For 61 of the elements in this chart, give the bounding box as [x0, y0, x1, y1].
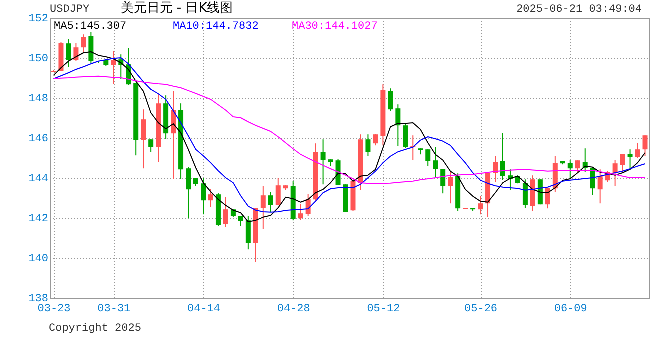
candlestick: [373, 134, 378, 146]
candlestick: [403, 123, 408, 148]
candlestick: [568, 160, 573, 180]
candlestick: [396, 104, 401, 147]
candlestick: [223, 196, 228, 228]
candlestick: [200, 178, 206, 216]
candlestick: [620, 154, 626, 174]
candlestick: [148, 139, 154, 153]
x-tick-label: 05-26: [464, 304, 498, 316]
x-tick-label: 06-09: [554, 304, 588, 316]
candlestick: [260, 186, 266, 230]
candlestick: [186, 166, 192, 220]
y-tick-label: 140: [28, 254, 48, 266]
candlestick: [74, 42, 79, 62]
candlestick: [388, 88, 394, 112]
x-tick-label: 03-23: [38, 304, 71, 316]
text: MA10:144.7832: [173, 21, 259, 33]
candlestick: [246, 216, 251, 250]
candlestick: [208, 188, 214, 208]
candlestick: [500, 132, 506, 181]
y-tick-label: 144: [28, 174, 49, 186]
candlestick: [141, 109, 146, 170]
candlestick: [612, 160, 618, 187]
candlestick: [575, 160, 580, 172]
text: MA5:145.307: [54, 21, 127, 33]
text: 2025-06-21 03:49:04: [516, 4, 642, 16]
y-tick-label: 138: [28, 294, 48, 306]
candlestick: [66, 38, 72, 68]
candlestick: [522, 179, 528, 208]
y-tick-label: 142: [28, 214, 48, 226]
candlestick: [440, 168, 446, 194]
candlestick: [366, 134, 371, 157]
candlestick: [276, 178, 281, 206]
x-tick-label: 03-31: [98, 304, 132, 316]
candlestick: [493, 156, 498, 183]
candlestick: [545, 188, 550, 210]
candlestick: [433, 146, 438, 178]
candlestick: [268, 192, 274, 213]
chart-title: 美元日元 - 日K线图: [120, 0, 234, 16]
candlestick: [81, 34, 86, 54]
y-tick-label: 148: [28, 94, 48, 106]
candlestick: [478, 196, 484, 216]
x-tick-label: 05-12: [367, 304, 400, 316]
y-tick-label: 152: [28, 14, 48, 26]
candlestick: [426, 148, 431, 167]
text: USDJPY: [50, 4, 90, 16]
candlestick: [642, 135, 648, 157]
candlestick: [298, 204, 304, 221]
text: Copyright 2025: [49, 323, 142, 335]
y-tick-label: 146: [28, 134, 48, 146]
x-tick-label: 04-28: [277, 304, 310, 316]
candlestick: [111, 50, 116, 84]
candlestick: [598, 169, 603, 204]
candlestick: [635, 142, 640, 158]
y-tick-label: 150: [28, 54, 48, 66]
candlestick: [628, 149, 633, 168]
x-tick-label: 04-14: [187, 304, 221, 316]
candlestick: [320, 139, 326, 186]
candlestick: [448, 170, 454, 204]
candlestick: [306, 194, 311, 217]
text: MA30:144.1027: [292, 21, 378, 33]
